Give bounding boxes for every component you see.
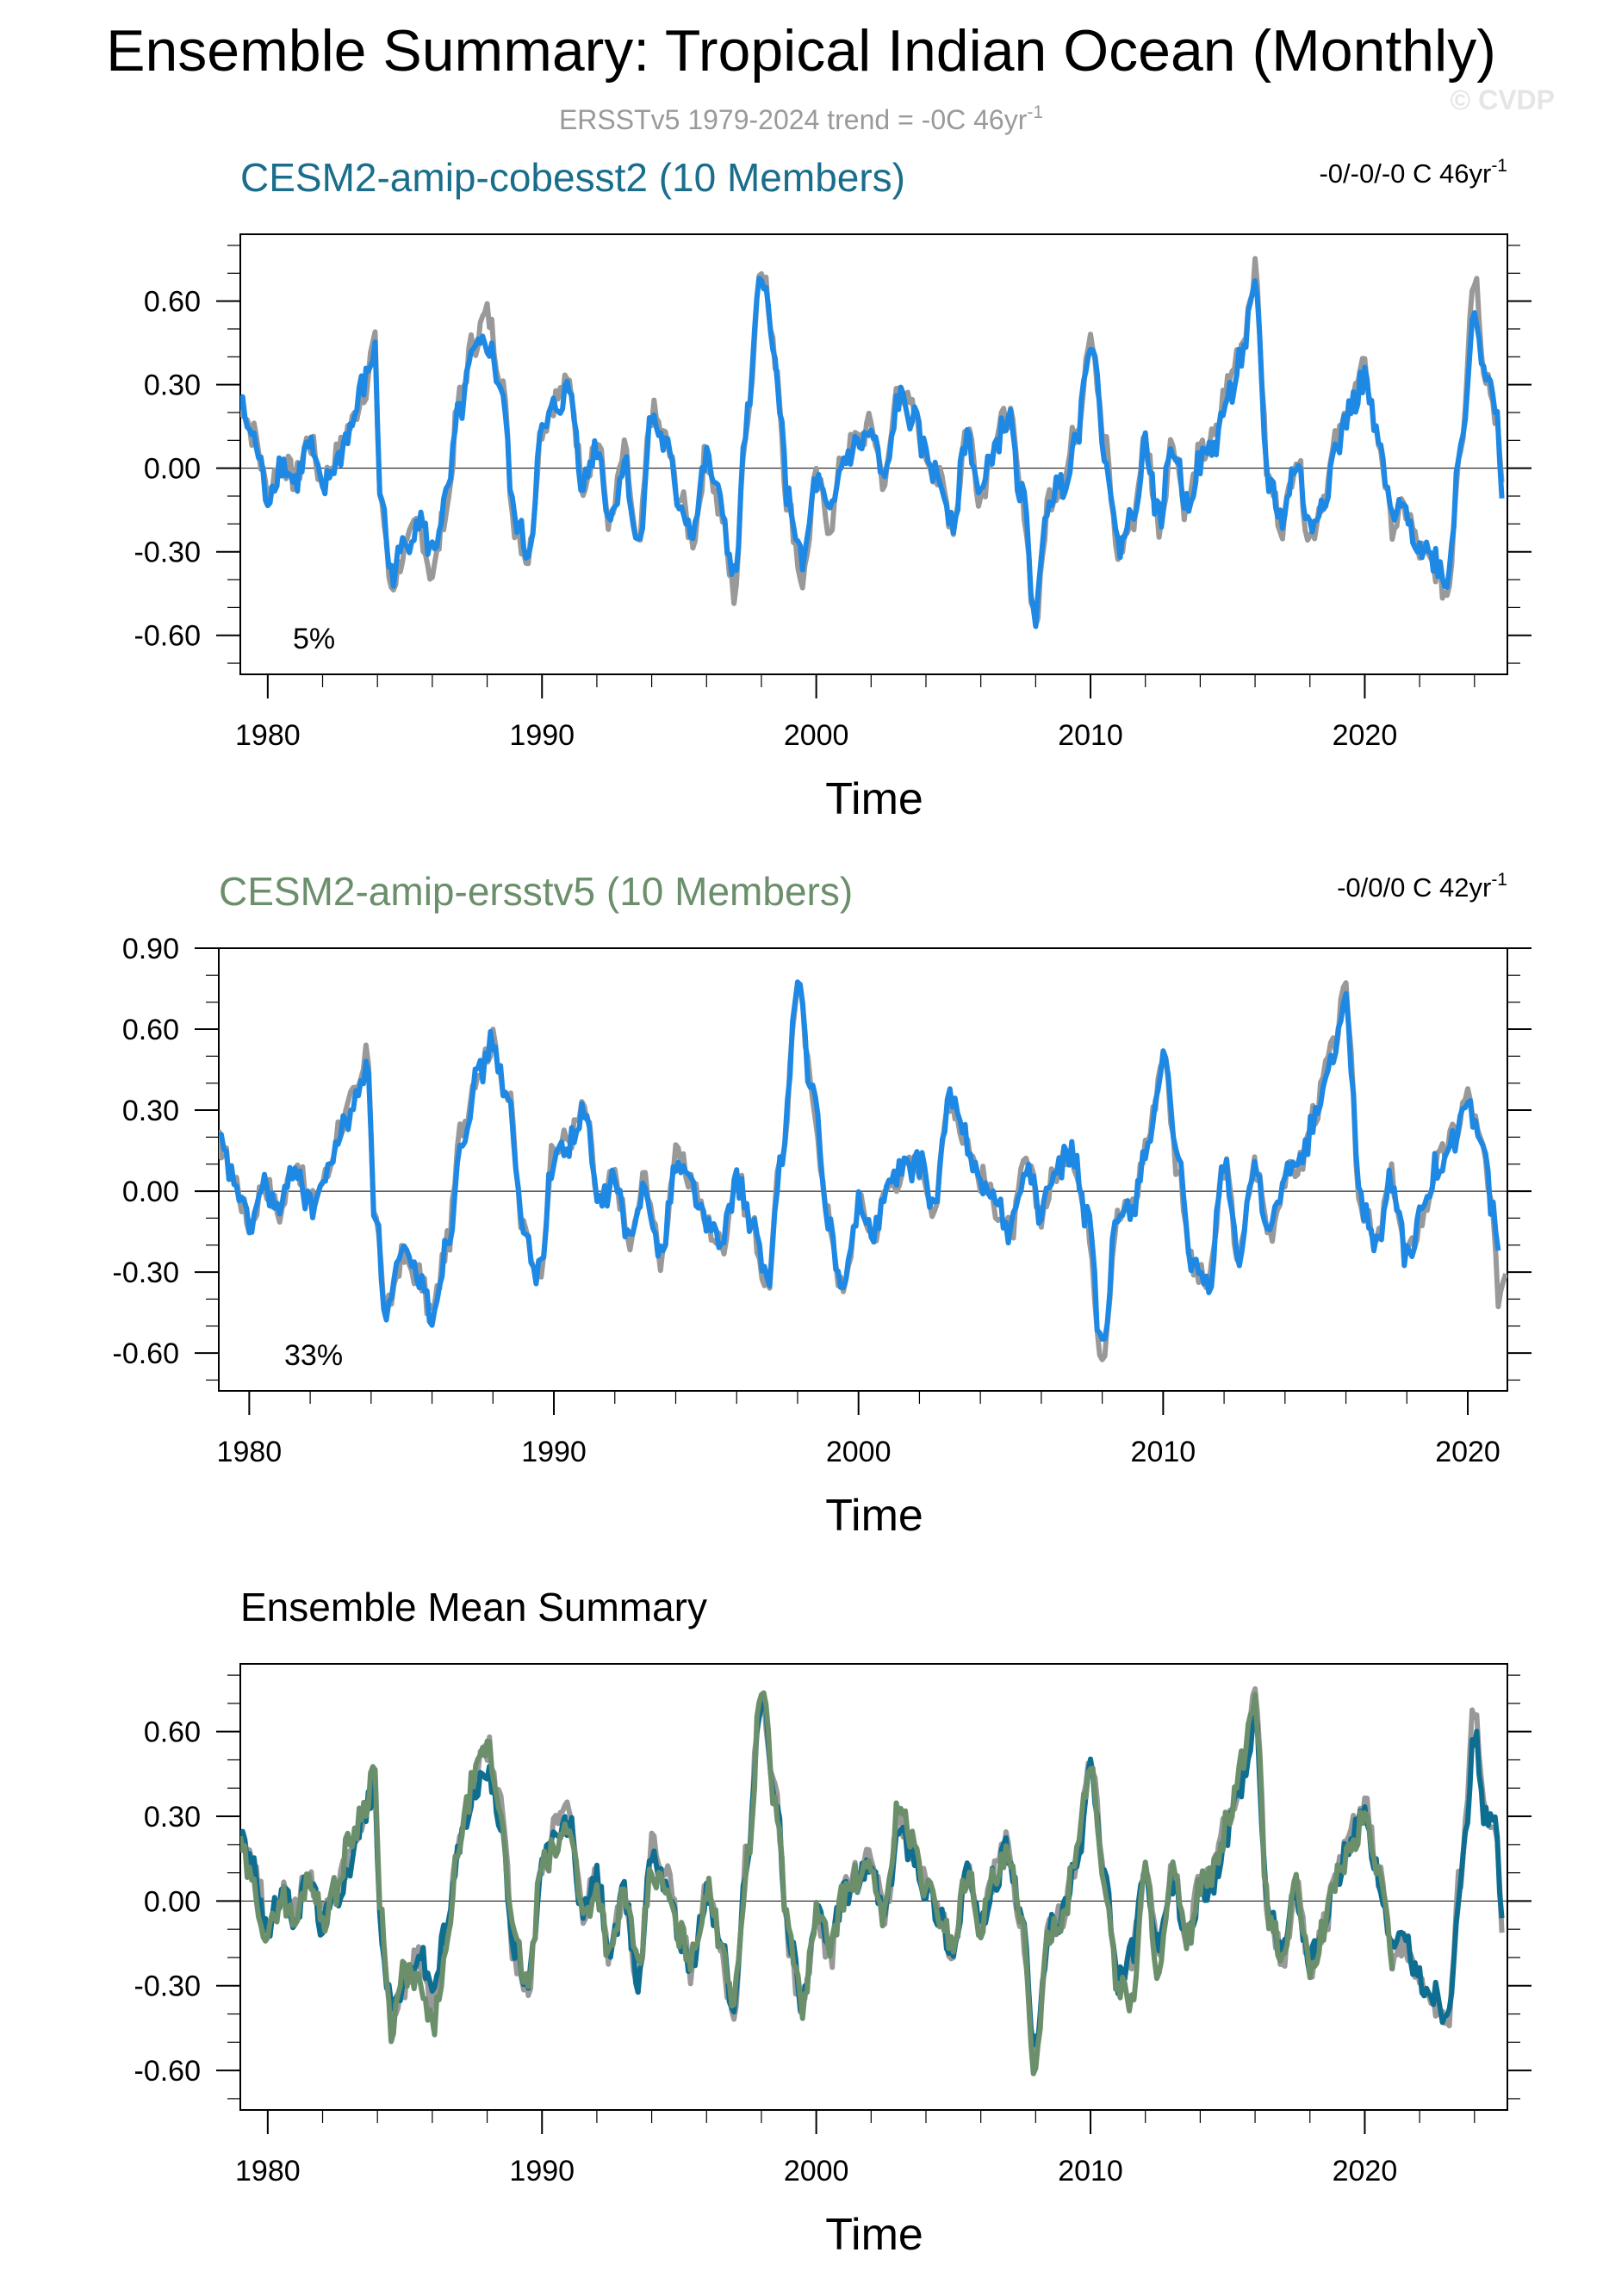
y-tick-label: -0.30 bbox=[134, 537, 202, 569]
chart-panel-2: CESM2-amip-ersstv5 (10 Members) -0/0/0 C … bbox=[113, 869, 1532, 1541]
y-tick-label: 0.60 bbox=[122, 1014, 179, 1046]
series-group bbox=[240, 1686, 1505, 2076]
y-tick-label: -0.60 bbox=[134, 620, 202, 653]
obs-trend-subtitle-sup: -1 bbox=[1027, 102, 1043, 122]
chart-panel-3: Ensemble Mean Summary -0.60 -0.30 0.00 0.30 0… bbox=[134, 1585, 1532, 2260]
series-group bbox=[219, 979, 1507, 1362]
y-tick-label: -0.30 bbox=[134, 1970, 202, 2003]
y-tick-label: 0.60 bbox=[144, 286, 201, 319]
chart-panel-1: CESM2-amip-cobesst2 (10 Members) -0/-0/-0… bbox=[134, 155, 1532, 824]
y-tick-label: -0.60 bbox=[134, 2055, 202, 2088]
plot-frame bbox=[218, 947, 1508, 1392]
x-tick-label: 2010 bbox=[1058, 719, 1123, 752]
series-line-2 bbox=[240, 276, 1505, 630]
panel-trend-label: -0/0/0 C 42yr-1 bbox=[1337, 870, 1507, 903]
y-tick-label: 0.30 bbox=[144, 1801, 201, 1834]
y-tick-label: -0.30 bbox=[113, 1257, 180, 1289]
panel-title: CESM2-amip-cobesst2 (10 Members) bbox=[240, 155, 905, 200]
y-tick-label: -0.60 bbox=[113, 1337, 180, 1370]
x-tick-label: 1990 bbox=[509, 719, 575, 752]
series-line-1 bbox=[219, 980, 1507, 1362]
x-tick-label: 1980 bbox=[235, 719, 301, 752]
series-group bbox=[240, 256, 1505, 630]
x-tick-label: 1980 bbox=[235, 2155, 301, 2187]
y-tick-label: 0.00 bbox=[144, 1885, 201, 1918]
percent-label: 5% bbox=[293, 623, 335, 655]
x-tick-label: 2010 bbox=[1058, 2155, 1123, 2187]
x-axis-label: Time bbox=[825, 2210, 923, 2260]
panel-title: CESM2-amip-ersstv5 (10 Members) bbox=[219, 869, 853, 914]
x-tick-label: 1990 bbox=[521, 1436, 587, 1468]
series-line-2 bbox=[219, 979, 1501, 1342]
x-axis-label: Time bbox=[825, 774, 923, 824]
panel-trend-text: -0/0/0 C 42yr bbox=[1337, 872, 1491, 903]
x-tick-label: 2020 bbox=[1333, 2155, 1398, 2187]
x-tick-label: 2020 bbox=[1435, 1436, 1500, 1468]
panel-trend-sup: -1 bbox=[1491, 870, 1507, 890]
x-tick-label: 2000 bbox=[826, 1436, 892, 1468]
cvdp-watermark: © CVDP bbox=[1451, 84, 1555, 115]
y-tick-label: 0.00 bbox=[122, 1176, 179, 1208]
panel-trend-label: -0/-0/-0 C 46yr-1 bbox=[1319, 156, 1507, 189]
x-tick-label: 2010 bbox=[1131, 1436, 1196, 1468]
y-tick-label: 0.30 bbox=[144, 369, 201, 402]
plot-frame bbox=[239, 1663, 1508, 2111]
x-tick-label: 1980 bbox=[217, 1436, 283, 1468]
y-tick-label: 0.60 bbox=[144, 1716, 201, 1749]
series-line-3 bbox=[240, 1690, 1395, 2076]
panel-title: Ensemble Mean Summary bbox=[240, 1585, 707, 1629]
percent-label: 33% bbox=[284, 1339, 343, 1372]
x-tick-label: 2020 bbox=[1333, 719, 1398, 752]
panel-trend-sup: -1 bbox=[1491, 156, 1507, 176]
x-axis-label: Time bbox=[825, 1491, 923, 1541]
panels: CESM2-amip-cobesst2 (10 Members) -0/-0/-0… bbox=[113, 155, 1532, 2260]
y-tick-label: 0.00 bbox=[144, 453, 201, 486]
obs-trend-subtitle: ERSSTv5 1979-2024 trend = -0C 46yr-1 bbox=[559, 102, 1043, 135]
series-line-1 bbox=[240, 256, 1505, 629]
panel-trend-text: -0/-0/-0 C 46yr bbox=[1319, 158, 1491, 189]
y-tick-label: 0.30 bbox=[122, 1095, 179, 1127]
x-tick-label: 2000 bbox=[784, 719, 849, 752]
figure-title: Ensemble Summary: Tropical Indian Ocean … bbox=[106, 18, 1496, 84]
plot-frame bbox=[239, 233, 1508, 675]
x-tick-label: 1990 bbox=[509, 2155, 575, 2187]
x-tick-label: 2000 bbox=[784, 2155, 849, 2187]
y-tick-label: 0.90 bbox=[122, 933, 179, 965]
obs-trend-subtitle-text: ERSSTv5 1979-2024 trend = -0C 46yr bbox=[559, 104, 1028, 135]
